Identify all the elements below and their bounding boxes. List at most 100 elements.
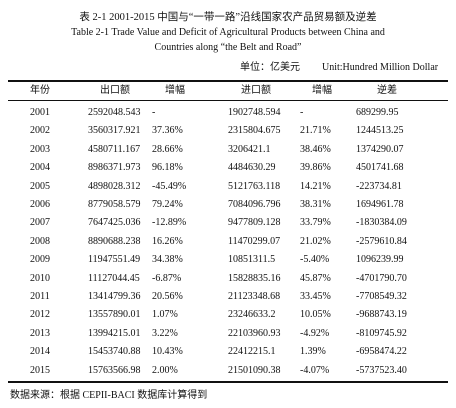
table-cell: 21.02% [300,235,331,247]
table-cell: 15763566.98 [88,364,141,376]
title-en: Table 2-1 Trade Value and Deficit of Agr… [71,27,385,38]
table-cell: 2315804.675 [228,125,281,137]
table-cell: 15453740.88 [88,346,141,358]
table-cell: 45.87% [300,272,331,284]
table-cell: 4898028.312 [88,180,141,192]
table-cell: 96.18% [152,162,183,174]
source-note: 数据来源：根据 CEPII-BACI 数据库计算得到 [10,390,208,401]
table-cell: 23246633.2 [228,309,276,321]
rule [8,100,448,101]
table-cell: 21.71% [300,125,331,137]
table-cell: 3560317.921 [88,125,141,137]
table-cell: 38.31% [300,199,331,210]
column-header: 进口额 [241,85,271,96]
year-cell: 2012 [30,309,50,321]
table-cell: 11127044.45 [88,272,140,284]
column-header: 增幅 [165,85,185,96]
table-cell: 4484630.29 [228,162,276,174]
table-cell: -6958474.22 [356,346,407,358]
year-cell: 2014 [30,346,50,358]
table-cell: -45.49% [152,180,187,192]
year-cell: 2010 [30,272,50,284]
table-cell: 1694961.78 [356,199,404,210]
table-cell: 13414799.36 [88,291,141,302]
table-cell: 13557890.01 [88,309,141,321]
year-cell: 2005 [30,180,50,192]
table-cell: 8779058.579 [88,199,141,210]
table-cell: 4580711.167 [88,143,141,155]
table-cell: 16.26% [152,235,183,247]
table-cell: 38.46% [300,143,331,155]
table-cell: 1096239.99 [356,254,404,266]
rule [8,381,448,383]
year-cell: 2013 [30,327,50,339]
table-cell: -4.07% [300,364,330,376]
table-cell: 21123348.68 [228,291,281,302]
table-cell: 1.07% [152,309,178,321]
table-cell: 4501741.68 [356,162,404,174]
title-zh: 表 2-1 2001-2015 中国与“一带一路”沿线国家农产品贸易额及逆差 [79,12,377,23]
table-cell: 689299.95 [356,107,399,118]
table-cell: 10851311.5 [228,254,276,266]
table-cell: 8986371.973 [88,162,141,174]
table-cell: 1244513.25 [356,125,404,137]
year-cell: 2015 [30,364,50,376]
table-cell: 39.86% [300,162,331,174]
table-cell: 22412215.1 [228,346,276,358]
table-cell: 8890688.238 [88,235,141,247]
table-cell: -5737523.40 [356,364,407,376]
year-cell: 2001 [30,107,50,118]
year-cell: 2011 [30,291,50,302]
table-cell: 5121763.118 [228,180,281,192]
table-cell: 3206421.1 [228,143,271,155]
year-cell: 2002 [30,125,50,137]
unit-en: Unit:Hundred Million Dollar [322,62,439,73]
table-cell: -6.87% [152,272,182,284]
table-cell: 15828835.16 [228,272,281,284]
table-cell: 28.66% [152,143,183,155]
column-header: 出口额 [100,85,130,96]
year-cell: 2008 [30,235,50,247]
year-cell: 2006 [30,199,50,210]
table-cell: 2.00% [152,364,178,376]
table-cell: -2579610.84 [356,235,407,247]
table-cell: 11470299.07 [228,235,281,247]
table-cell: -8109745.92 [356,327,407,339]
year-cell: 2007 [30,217,50,229]
table-cell: 11947551.49 [88,254,141,266]
rule [8,80,448,82]
table-cell: -12.89% [152,217,187,229]
table-cell: 1374290.07 [356,143,404,155]
table-cell: -5.40% [300,254,330,266]
year-cell: 2003 [30,143,50,155]
table-cell: 33.79% [300,217,331,229]
table-cell: -4701790.70 [356,272,407,284]
table-cell: - [300,107,304,118]
table-cell: 14.21% [300,180,331,192]
table-cell: 20.56% [152,291,183,302]
table-cell: 2592048.543 [88,107,141,118]
table-cell: 9477809.128 [228,217,281,229]
year-cell: 2004 [30,162,50,174]
table-cell: 22103960.93 [228,327,281,339]
column-header: 逆差 [377,85,397,96]
table-cell: -1830384.09 [356,217,407,229]
table-cell: 1902748.594 [228,107,281,118]
table-cell: 79.24% [152,199,183,210]
table-cell: 1.39% [300,346,326,358]
table-cell: 37.36% [152,125,183,137]
table-cell: 10.05% [300,309,331,321]
year-cell: 2009 [30,254,50,266]
title-en: Countries along “the Belt and Road” [154,42,302,53]
unit-zh: 单位：亿美元 [240,62,300,73]
table-cell: 7647425.036 [88,217,141,229]
table-cell: -4.92% [300,327,330,339]
table-cell: -7708549.32 [356,291,407,302]
table-cell: -9688743.19 [356,309,407,321]
table-cell: -223734.81 [356,180,402,192]
column-header: 增幅 [312,85,332,96]
table-cell: 10.43% [152,346,183,358]
table-cell: 33.45% [300,291,331,302]
table-cell: 13994215.01 [88,327,141,339]
